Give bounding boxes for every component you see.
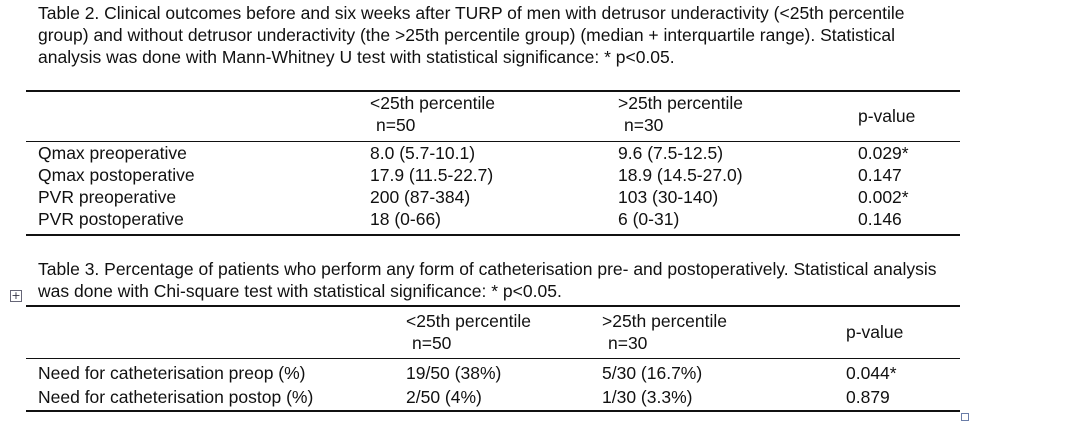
row-label: Need for catheterisation preop (%) (38, 363, 306, 383)
table2-caption: Table 2. Clinical outcomes before and si… (38, 2, 1068, 68)
row-label: PVR postoperative (38, 209, 184, 229)
cell-col2: 1/30 (3.3%) (602, 387, 693, 407)
table3-header-col1-title: <25th percentile (406, 311, 532, 331)
table-row: PVR preoperative 200 (87-384) 103 (30-14… (38, 186, 968, 208)
table3-bottom-rule (26, 410, 960, 412)
table-resize-handle-icon[interactable] (961, 413, 969, 421)
table3-header-col2-n: n=30 (608, 333, 648, 353)
cell-col1: 8.0 (5.7-10.1) (370, 143, 476, 163)
table2[interactable]: <25th percentile n=50 >25th percentile n… (38, 92, 968, 140)
table2-caption-line-3: analysis was done with Mann-Whitney U te… (38, 47, 675, 67)
table3-caption-line-2: was done with Chi-square test with stati… (38, 281, 562, 301)
table3-body[interactable]: Need for catheterisation preop (%) 19/50… (38, 362, 956, 410)
cell-col1: 200 (87-384) (370, 187, 471, 207)
table3-header-pvalue: p-value (846, 322, 904, 342)
table2-header-rule (26, 141, 960, 142)
cell-col1: 17.9 (11.5-22.7) (370, 165, 494, 185)
table2-header-pvalue: p-value (858, 106, 916, 126)
table-row: PVR postoperative 18 (0-66) 6 (0-31) 0.1… (38, 208, 968, 230)
table-row: Qmax preoperative 8.0 (5.7-10.1) 9.6 (7.… (38, 142, 968, 164)
table2-header-col2-title: >25th percentile (618, 93, 744, 113)
table-row: Qmax postoperative 17.9 (11.5-22.7) 18.9… (38, 164, 968, 186)
table3-caption-line-1: Table 3. Percentage of patients who perf… (38, 259, 937, 279)
row-label: Need for catheterisation postop (%) (38, 387, 314, 407)
cell-pvalue: 0.029* (858, 143, 909, 163)
table-row: Need for catheterisation preop (%) 19/50… (38, 362, 956, 386)
cell-col1: 19/50 (38%) (406, 363, 502, 383)
cell-col2: 18.9 (14.5-27.0) (618, 165, 743, 185)
table2-header-col2-n: n=30 (624, 115, 664, 135)
table2-bottom-rule (26, 234, 960, 236)
table-move-handle-icon[interactable]: + (10, 289, 22, 302)
table2-header-col1: <25th percentile n=50 (370, 92, 618, 140)
table-row: Need for catheterisation postop (%) 2/50… (38, 386, 956, 410)
table3-header-col2: >25th percentile n=30 (602, 310, 846, 354)
table3-header-row: <25th percentile n=50 >25th percentile n… (38, 310, 956, 354)
cell-col2: 103 (30-140) (618, 187, 719, 207)
cell-col2: 6 (0-31) (618, 209, 680, 229)
table2-body[interactable]: Qmax preoperative 8.0 (5.7-10.1) 9.6 (7.… (38, 142, 968, 230)
cell-col2: 5/30 (16.7%) (602, 363, 703, 383)
table2-top-rule (26, 90, 960, 92)
table3-top-rule (26, 305, 960, 307)
cell-pvalue: 0.146 (858, 209, 902, 229)
cell-pvalue: 0.879 (846, 387, 890, 407)
row-label: Qmax postoperative (38, 165, 195, 185)
cell-col2: 9.6 (7.5-12.5) (618, 143, 724, 163)
cell-pvalue: 0.147 (858, 165, 902, 185)
table3-caption: Table 3. Percentage of patients who perf… (38, 258, 1073, 302)
table2-header-row: <25th percentile n=50 >25th percentile n… (38, 92, 968, 140)
table2-header-col2: >25th percentile n=30 (618, 92, 858, 140)
row-label: PVR preoperative (38, 187, 177, 207)
table3-header-empty (38, 310, 406, 354)
table2-header-col1-n: n=50 (376, 115, 416, 135)
table3-header-col1-n: n=50 (412, 333, 452, 353)
table3-header-col1: <25th percentile n=50 (406, 310, 602, 354)
table3-header-rule (26, 358, 960, 359)
table2-caption-line-1: Table 2. Clinical outcomes before and si… (38, 3, 905, 23)
cell-pvalue: 0.044* (846, 363, 897, 383)
table2-header-col1-title: <25th percentile (370, 93, 496, 113)
cell-col1: 18 (0-66) (370, 209, 442, 229)
table2-header-empty (38, 92, 370, 140)
row-label: Qmax preoperative (38, 143, 187, 163)
cell-col1: 2/50 (4%) (406, 387, 482, 407)
table2-caption-line-2: group) and without detrusor underactivit… (38, 25, 895, 45)
table3-header-col2-title: >25th percentile (602, 311, 728, 331)
cell-pvalue: 0.002* (858, 187, 909, 207)
table3[interactable]: <25th percentile n=50 >25th percentile n… (38, 310, 956, 354)
